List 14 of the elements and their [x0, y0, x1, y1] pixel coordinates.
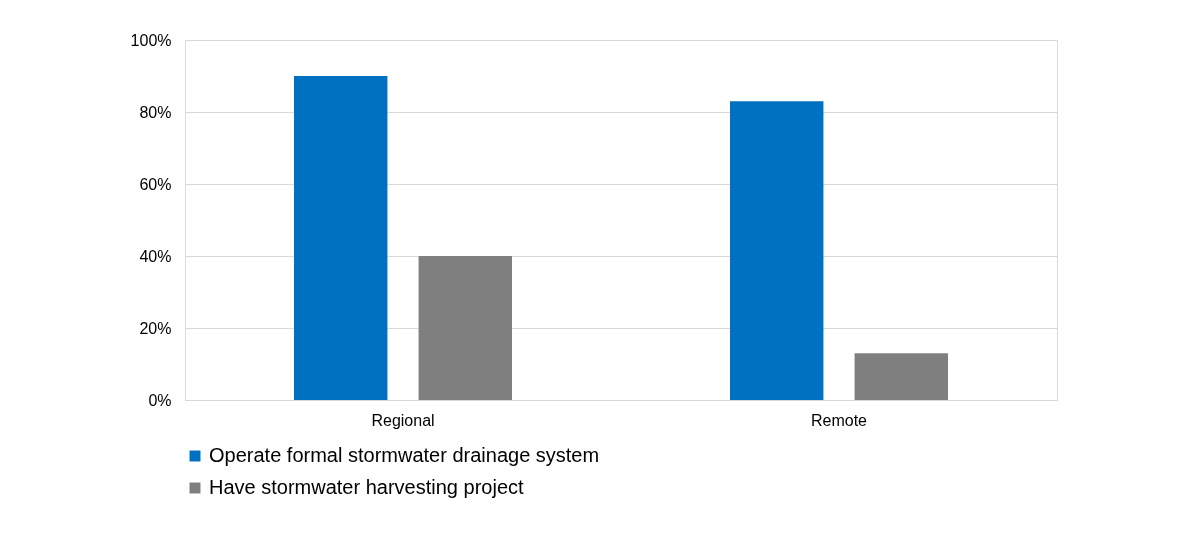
y-tick-label: 20%: [139, 319, 172, 337]
y-tick-label: 60%: [139, 175, 172, 193]
legend-label: Have stormwater harvesting project: [209, 476, 525, 498]
bar: [854, 353, 948, 400]
y-tick-label: 40%: [139, 247, 172, 265]
y-tick-label: 100%: [130, 31, 172, 49]
bar: [730, 101, 824, 400]
legend-label: Operate formal stormwater drainage system: [209, 444, 600, 466]
bar: [294, 76, 388, 400]
y-tick-label: 80%: [139, 103, 172, 121]
x-tick-label: Regional: [371, 411, 435, 429]
bar: [418, 256, 512, 400]
y-tick-label: 0%: [148, 391, 172, 409]
x-tick-label: Remote: [810, 411, 868, 429]
